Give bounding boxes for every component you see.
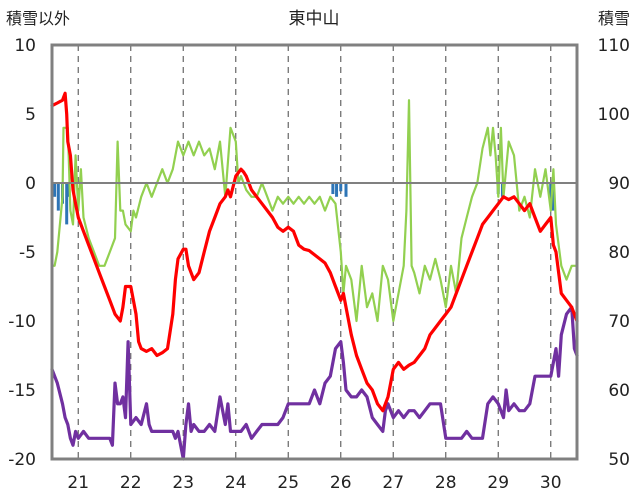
x-tick-label-23: 23 xyxy=(172,473,194,493)
x-tick-label-28: 28 xyxy=(435,473,457,493)
left-tick-label: 0 xyxy=(25,174,36,194)
precip-bar xyxy=(549,183,553,204)
right-tick-label: 100 xyxy=(598,105,630,125)
left-tick-label: -20 xyxy=(8,450,36,470)
x-tick-label-26: 26 xyxy=(330,473,352,493)
left-tick-label: 10 xyxy=(14,36,36,56)
right-tick-label: 90 xyxy=(608,174,630,194)
right-tick-label: 50 xyxy=(608,450,630,470)
precip-bar xyxy=(331,183,335,195)
left-tick-label: -10 xyxy=(8,312,36,332)
precip-bar xyxy=(335,183,339,197)
right-axis-ticks: 50 60 70 80 90 100 110 xyxy=(598,36,630,470)
precip-bar xyxy=(56,183,60,211)
plot-frame xyxy=(50,43,579,461)
series-line-2 xyxy=(50,305,579,461)
right-tick-label: 60 xyxy=(608,381,630,401)
left-axis-ticks: -20 -15 -10 -5 0 5 10 xyxy=(8,36,36,470)
x-tick-label-27: 27 xyxy=(382,473,404,493)
right-tick-label: 80 xyxy=(608,243,630,263)
precip-bar xyxy=(65,183,69,225)
left-tick-label: -5 xyxy=(19,243,36,263)
x-tick-label-24: 24 xyxy=(225,473,247,493)
x-axis-ticks: 21 22 23 24 25 26 27 28 29 30 xyxy=(67,473,561,493)
x-tick-label-29: 29 xyxy=(487,473,509,493)
precip-bar xyxy=(551,183,555,211)
x-tick-label-25: 25 xyxy=(277,473,299,493)
x-tick-label-22: 22 xyxy=(120,473,142,493)
left-tick-label: -15 xyxy=(8,381,36,401)
right-axis-label: 積雪 xyxy=(598,9,630,28)
precip-bar xyxy=(344,183,348,197)
x-tick-label-30: 30 xyxy=(540,473,562,493)
left-axis-label: 積雪以外 xyxy=(6,9,70,28)
right-tick-label: 110 xyxy=(598,36,630,56)
series-line-0 xyxy=(50,91,579,413)
right-tick-label: 70 xyxy=(608,312,630,332)
precip-bar xyxy=(53,183,57,197)
left-tick-label: 5 xyxy=(25,105,36,125)
series-lines xyxy=(50,91,579,461)
series-line-1 xyxy=(50,99,579,323)
precip-bar xyxy=(339,183,343,192)
x-tick-label-21: 21 xyxy=(67,473,89,493)
chart-title: 東中山 xyxy=(289,9,340,29)
